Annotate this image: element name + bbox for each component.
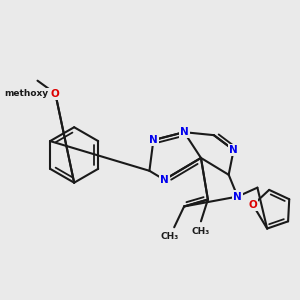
- Text: O: O: [51, 88, 60, 98]
- Text: N: N: [160, 175, 169, 185]
- Text: O: O: [249, 200, 257, 210]
- Text: N: N: [229, 145, 238, 155]
- Text: CH₃: CH₃: [192, 227, 210, 236]
- Text: O: O: [51, 88, 60, 98]
- Text: N: N: [149, 135, 158, 145]
- Text: N: N: [233, 192, 242, 202]
- Text: CH₃: CH₃: [160, 232, 178, 241]
- Text: methoxy: methoxy: [4, 89, 49, 98]
- Text: N: N: [180, 127, 188, 137]
